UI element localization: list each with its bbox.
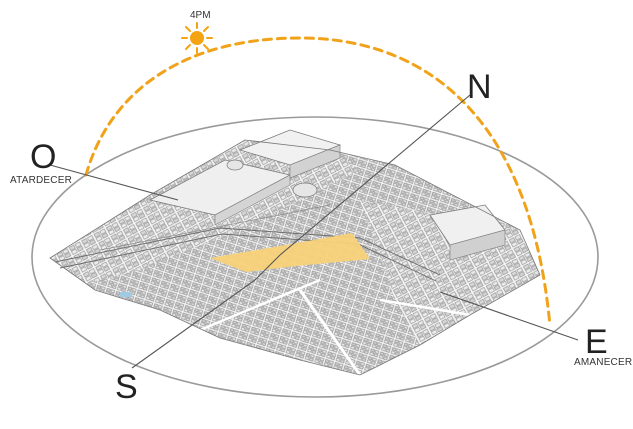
south-leader-line [131,279,256,369]
sun-icon [181,22,213,54]
horizon-ellipse [31,116,599,398]
west-label: O [30,138,57,176]
east-leader-line [439,291,579,341]
sun-path [84,36,552,328]
highlighted-site-area [210,233,370,272]
north-leader-line [279,94,471,256]
sunset-label: ATARDECER [10,175,72,186]
south-label: S [115,368,138,406]
time-label: 4PM [190,10,211,21]
sunrise-label: AMANECER [574,357,633,368]
north-south-axis [254,254,281,281]
north-label: N [467,68,492,106]
west-leader-line [49,164,179,201]
east-label: E [585,323,608,361]
